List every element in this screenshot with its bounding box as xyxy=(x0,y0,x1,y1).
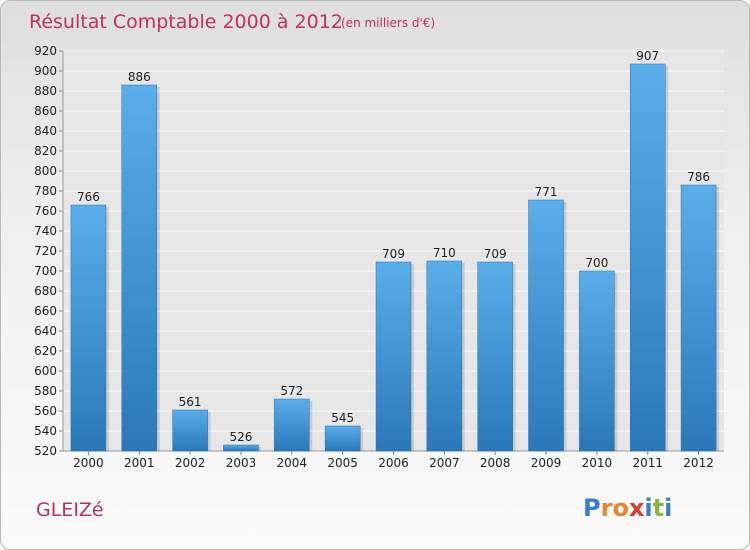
data-label-2011: 907 xyxy=(636,49,659,63)
logo-letter: i xyxy=(644,494,652,522)
bar-2010 xyxy=(579,270,615,452)
data-label-2002: 561 xyxy=(179,395,202,409)
bar-2006 xyxy=(375,261,412,452)
data-label-2001: 886 xyxy=(128,70,151,84)
y-tick-label: 640 xyxy=(34,324,57,338)
bar-2002 xyxy=(172,409,208,452)
bar-2004 xyxy=(274,398,310,452)
data-label-2000: 766 xyxy=(77,190,100,204)
x-tick-label-2003: 2003 xyxy=(226,456,257,470)
x-tick-label-2000: 2000 xyxy=(73,456,104,470)
data-label-2006: 709 xyxy=(382,247,405,261)
bar-2007 xyxy=(426,260,463,452)
y-axis-ticks: 520 540 560 580 600 620 640 660 680 700 720 740 760 7… xyxy=(34,44,724,458)
bar-2008 xyxy=(477,261,513,452)
x-tick-label-2011: 2011 xyxy=(632,456,663,470)
bar-2012 xyxy=(680,184,717,452)
y-tick-label: 800 xyxy=(34,164,57,178)
bar-2001 xyxy=(121,84,158,452)
x-tick-label-2009: 2009 xyxy=(531,456,562,470)
x-tick-label-2007: 2007 xyxy=(429,456,460,470)
y-tick-label: 620 xyxy=(34,344,57,358)
y-tick-label: 900 xyxy=(34,64,57,78)
data-label-2007: 710 xyxy=(433,246,456,260)
bars: 766 886 561 526 572 545 709 710 709 771 700 907 786 xyxy=(70,49,720,452)
y-tick-label: 560 xyxy=(34,404,57,418)
y-tick-label: 520 xyxy=(34,444,57,458)
y-tick-label: 540 xyxy=(34,424,57,438)
logo-letter: i xyxy=(664,494,672,522)
y-tick-label: 820 xyxy=(34,144,57,158)
y-tick-label: 580 xyxy=(34,384,57,398)
y-tick-label: 660 xyxy=(34,304,57,318)
x-tick-label-2012: 2012 xyxy=(683,456,714,470)
proxiti-logo: Proxiti xyxy=(583,494,672,522)
y-tick-label: 680 xyxy=(34,284,57,298)
y-tick-label: 720 xyxy=(34,244,57,258)
y-tick-label: 860 xyxy=(34,104,57,118)
bar-2009 xyxy=(528,199,564,452)
data-label-2003: 526 xyxy=(230,430,253,444)
x-tick-label-2002: 2002 xyxy=(175,456,206,470)
data-label-2005: 545 xyxy=(331,411,354,425)
y-tick-label: 760 xyxy=(34,204,57,218)
data-label-2012: 786 xyxy=(687,170,710,184)
x-tick-label-2008: 2008 xyxy=(480,456,511,470)
data-label-2004: 572 xyxy=(280,384,303,398)
logo-letter: x xyxy=(629,494,645,522)
bar-2005 xyxy=(324,425,361,452)
x-tick-label-2001: 2001 xyxy=(124,456,155,470)
y-tick-label: 740 xyxy=(34,224,57,238)
y-tick-label: 600 xyxy=(34,364,57,378)
data-label-2010: 700 xyxy=(585,256,608,270)
place-name: GLEIZé xyxy=(36,499,104,521)
logo-letter: o xyxy=(612,494,629,522)
y-tick-label: 780 xyxy=(34,184,57,198)
bar-2000 xyxy=(70,204,107,452)
data-label-2009: 771 xyxy=(535,185,558,199)
x-tick-label-2006: 2006 xyxy=(378,456,409,470)
bar-2003 xyxy=(223,444,259,452)
y-tick-label: 700 xyxy=(34,264,57,278)
x-tick-label-2004: 2004 xyxy=(277,456,308,470)
x-tick-label-2010: 2010 xyxy=(582,456,613,470)
y-tick-label: 920 xyxy=(34,44,57,58)
chart-title: Résultat Comptable 2000 à 2012 xyxy=(29,11,343,33)
y-tick-label: 880 xyxy=(34,84,57,98)
bar-2011 xyxy=(629,63,666,452)
logo-letter: r xyxy=(601,494,613,522)
chart-subtitle: (en milliers d'€) xyxy=(341,16,435,30)
logo-letter: P xyxy=(583,494,601,522)
logo-letter: t xyxy=(653,494,664,522)
y-tick-label: 840 xyxy=(34,124,57,138)
x-tick-label-2005: 2005 xyxy=(327,456,358,470)
data-label-2008: 709 xyxy=(484,247,507,261)
x-axis-ticks: 2000 2001 2002 2003 2004 2005 2006 2007 2008 2009… xyxy=(73,451,714,470)
